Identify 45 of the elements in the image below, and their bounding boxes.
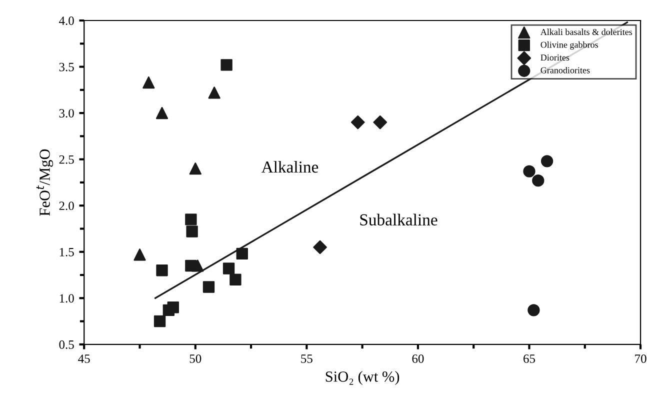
y-tick-label: 2.5 <box>59 155 74 164</box>
x-axis-title: SiO₂ (wt %) <box>326 371 400 385</box>
annotation: Subalkaline <box>360 214 438 226</box>
point <box>189 162 202 175</box>
point <box>167 302 179 314</box>
point <box>373 115 388 130</box>
point <box>350 115 365 130</box>
y-tick-label: 1.0 <box>60 294 74 303</box>
point <box>156 264 168 276</box>
legend-label: Granodiorites <box>540 66 590 74</box>
legend-label: Olivine gabbros <box>540 41 598 50</box>
point <box>236 248 248 260</box>
y-tick-label: 2.0 <box>59 202 74 210</box>
point <box>134 248 146 261</box>
y-tick-label: 1.5 <box>60 248 74 256</box>
point <box>532 174 544 187</box>
x-tick-label: 45 <box>78 354 90 363</box>
x-tick-label: 65 <box>524 354 536 363</box>
legend-label: Alkali basalts & dolerites <box>540 28 632 36</box>
point <box>540 155 554 168</box>
point <box>185 214 197 226</box>
point <box>528 304 540 316</box>
point <box>156 106 168 120</box>
legend-label: Diorites <box>540 54 570 61</box>
point <box>220 59 232 71</box>
x-tick-label: 50 <box>190 354 202 363</box>
y-tick-label: 0.5 <box>59 340 74 349</box>
point <box>208 86 220 99</box>
y-axis-title: FeO$^{t}$/MgO <box>36 149 54 216</box>
point <box>154 315 166 328</box>
point <box>186 226 198 238</box>
x-tick-label: 70 <box>635 354 646 363</box>
y-tick-label: 3.0 <box>59 109 74 118</box>
x-tick-label: 60 <box>412 354 424 363</box>
point <box>523 165 536 178</box>
point <box>222 262 235 274</box>
annotation: Alkaline <box>261 160 318 173</box>
point <box>202 281 215 293</box>
point <box>230 274 242 286</box>
point <box>142 76 155 89</box>
point <box>313 240 327 254</box>
y-tick-label: 4.0 <box>59 16 74 26</box>
y-tick-label: 3.5 <box>59 62 74 72</box>
point <box>192 260 204 272</box>
x-tick-label: 55 <box>301 354 312 363</box>
